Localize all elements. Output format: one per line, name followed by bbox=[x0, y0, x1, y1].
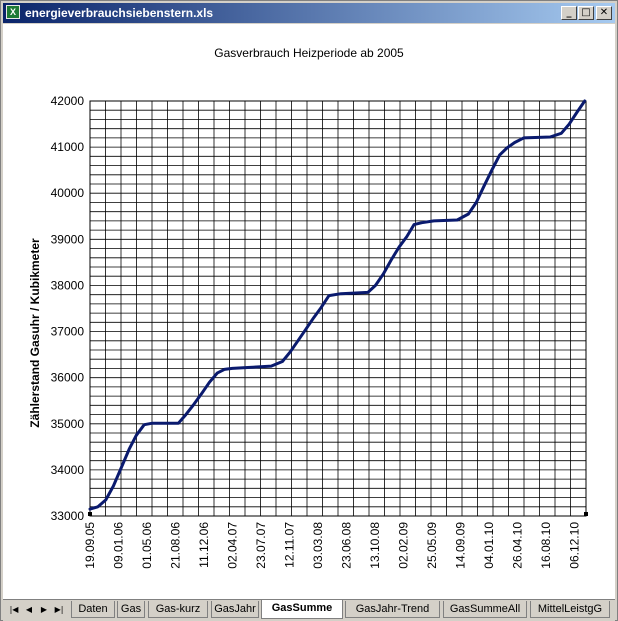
title-bar[interactable]: X energieverbrauchsiebenstern.xls _ □ ✕ bbox=[3, 3, 615, 23]
y-tick-label: 40000 bbox=[51, 186, 85, 200]
x-tick-label: 21.08.06 bbox=[169, 522, 183, 569]
gas-chart[interactable]: Gasverbrauch Heizperiode ab 2005 Zählers… bbox=[3, 24, 615, 599]
x-tick-labels: 19.09.05 09.01.06 01.05.06 21.08.06 11.12.06… bbox=[83, 522, 582, 569]
y-tick-label: 33000 bbox=[51, 509, 85, 523]
series-line-group bbox=[88, 99, 587, 511]
x-tick-label: 14.09.09 bbox=[454, 522, 468, 569]
plot-frame bbox=[89, 100, 587, 517]
y-tick-label: 41000 bbox=[51, 140, 85, 154]
x-tick-label: 12.11.07 bbox=[283, 522, 297, 568]
x-tick-label: 02.02.09 bbox=[397, 522, 411, 569]
sheet-tab-gas-kurz[interactable]: Gas-kurz bbox=[148, 601, 208, 618]
x-tick-label: 25.05.09 bbox=[425, 522, 439, 569]
sheet-nav-button[interactable]: |◀ bbox=[9, 605, 19, 614]
selection-handle-right[interactable] bbox=[584, 512, 588, 516]
sheet-nav-button[interactable]: ◀ bbox=[25, 605, 33, 614]
x-tick-label: 16.08.10 bbox=[539, 522, 553, 569]
series-line bbox=[88, 99, 587, 511]
x-tick-label: 19.09.05 bbox=[83, 522, 97, 569]
y-tick-label: 37000 bbox=[51, 325, 85, 339]
y-tick-labels: 33000 34000 35000 36000 37000 38000 39000 40000… bbox=[51, 94, 85, 523]
chart-sheet[interactable]: Gasverbrauch Heizperiode ab 2005 Zählers… bbox=[3, 24, 615, 599]
x-tick-label: 03.03.08 bbox=[311, 522, 325, 569]
y-axis-label: Zählerstand Gasuhr / Kubikmeter bbox=[28, 238, 42, 428]
sheet-tab-bar: |◀ ◀ ▶ ▶| Daten Gas Gas-kurz GasJahr GasSumme Ga… bbox=[3, 599, 615, 621]
sheet-tab-mittelleistgg[interactable]: MittelLeistgG bbox=[530, 601, 610, 618]
chart-title: Gasverbrauch Heizperiode ab 2005 bbox=[214, 46, 404, 60]
y-tick-label: 39000 bbox=[51, 232, 85, 246]
sheet-tab-gas[interactable]: Gas bbox=[117, 601, 145, 618]
x-tick-label: 02.04.07 bbox=[226, 522, 240, 569]
sheet-nav-button[interactable]: ▶| bbox=[54, 605, 64, 614]
x-tick-label: 04.01.10 bbox=[482, 522, 496, 569]
x-tick-label: 26.04.10 bbox=[511, 522, 525, 569]
y-tick-label: 38000 bbox=[51, 278, 85, 292]
sheet-tab-gassummeall[interactable]: GasSummeAll bbox=[443, 601, 527, 618]
sheet-nav-button[interactable]: ▶ bbox=[40, 605, 48, 614]
excel-icon: X bbox=[6, 5, 20, 19]
plot-grid bbox=[89, 100, 587, 517]
sheet-tab-gasjahr[interactable]: GasJahr bbox=[211, 601, 259, 618]
y-tick-label: 34000 bbox=[51, 463, 85, 477]
x-tick-label: 23.06.08 bbox=[340, 522, 354, 569]
y-tick-label: 35000 bbox=[51, 417, 85, 431]
restore-button[interactable]: □ bbox=[578, 6, 594, 20]
y-tick-label: 42000 bbox=[51, 94, 85, 108]
x-tick-label: 09.01.06 bbox=[112, 522, 126, 569]
minimize-button[interactable]: _ bbox=[561, 6, 577, 20]
sheet-tab-gassumme[interactable]: GasSumme bbox=[261, 600, 343, 619]
x-tick-label: 01.05.06 bbox=[140, 522, 154, 569]
window-title: energieverbrauchsiebenstern.xls bbox=[25, 6, 214, 20]
x-tick-label: 11.12.06 bbox=[197, 522, 211, 568]
sheet-tab-gasjahr-trend[interactable]: GasJahr-Trend bbox=[345, 601, 440, 618]
x-tick-label: 23.07.07 bbox=[254, 522, 268, 569]
sheet-tab-daten[interactable]: Daten bbox=[71, 601, 115, 618]
x-tick-label: 13.10.08 bbox=[368, 522, 382, 569]
x-tick-label: 06.12.10 bbox=[568, 522, 582, 569]
y-tick-label: 36000 bbox=[51, 371, 85, 385]
selection-handle-left[interactable] bbox=[88, 512, 92, 516]
close-button[interactable]: ✕ bbox=[596, 6, 612, 20]
